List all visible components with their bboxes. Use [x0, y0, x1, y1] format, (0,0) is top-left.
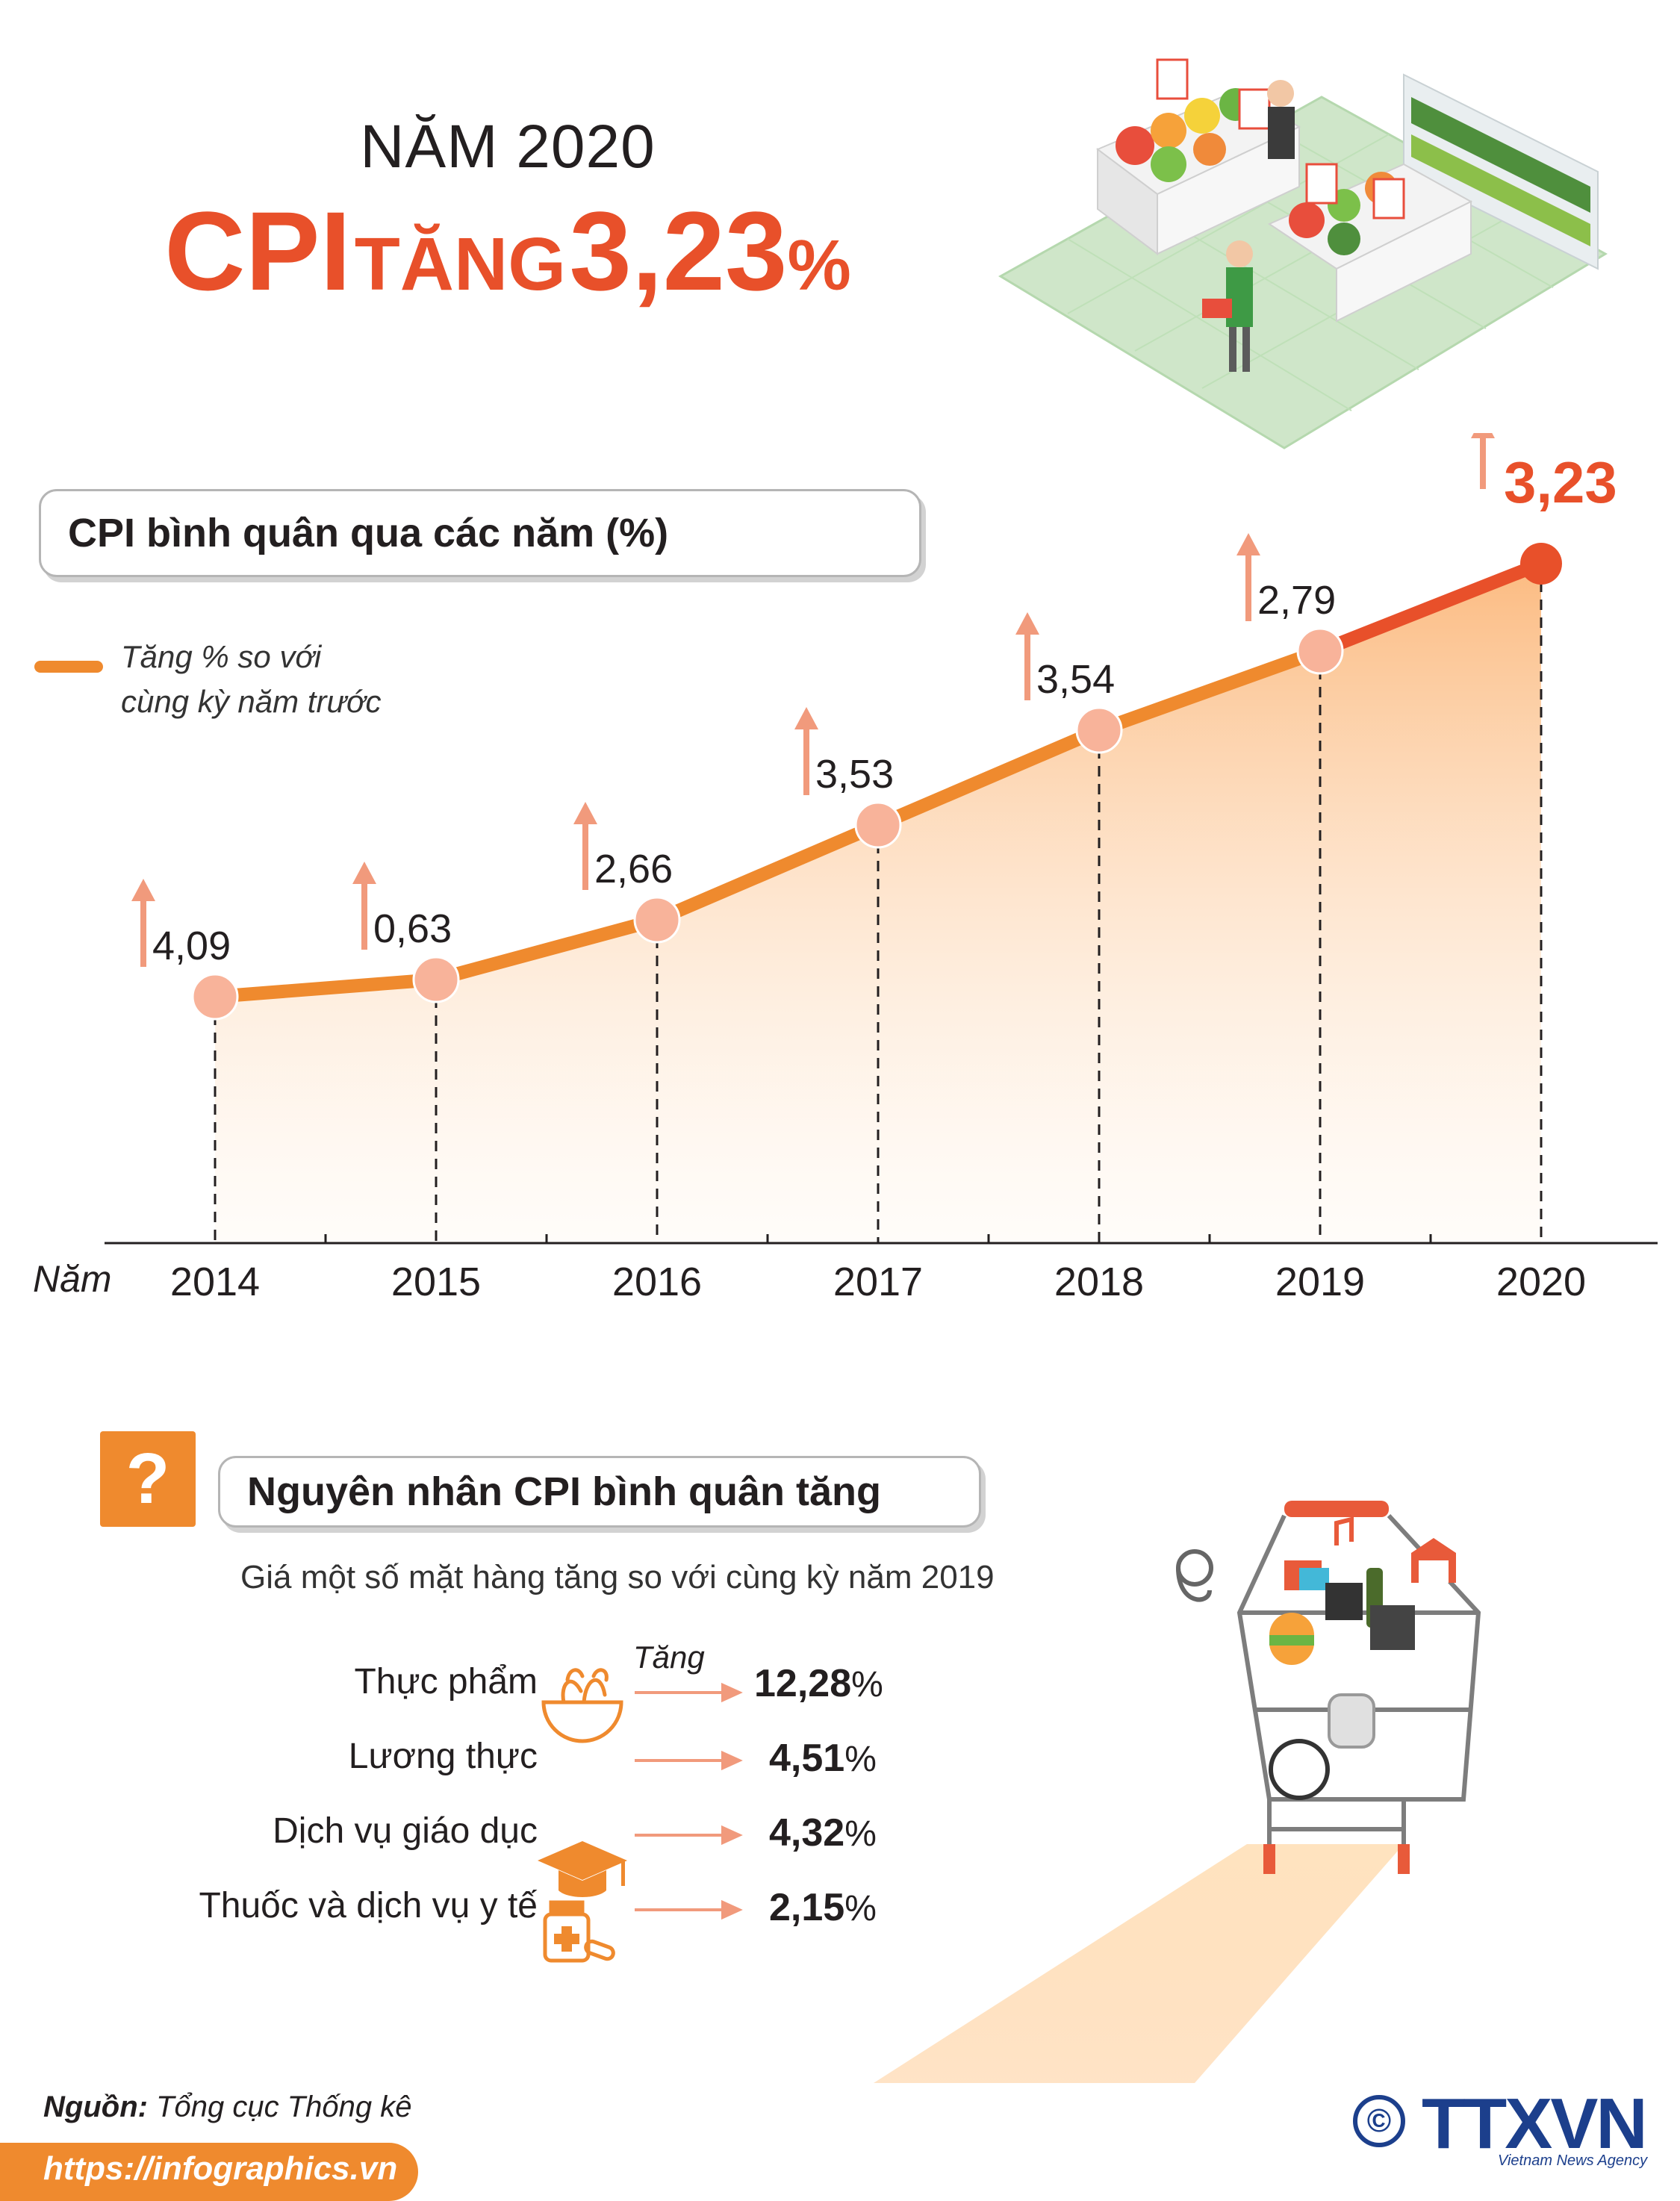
source-line: Nguồn: Tổng cục Thống kê — [43, 2091, 412, 2124]
question-icon: ? — [100, 1431, 196, 1527]
legend-line-swatch — [34, 661, 103, 673]
value-number: 4,32 — [769, 1811, 845, 1855]
item-value-y-te: 2,15% — [769, 1885, 877, 1930]
value-label-2016: 2,66 — [594, 847, 673, 891]
value-unit: % — [844, 1814, 877, 1854]
source-label: Nguồn: — [43, 2091, 148, 2123]
series-line-segment — [871, 723, 1106, 832]
item-label-thuc-pham: Thực phẩm — [354, 1662, 538, 1702]
value-number: 12,28 — [754, 1662, 852, 1705]
item-label-giao-duc: Dịch vụ giáo dục — [273, 1811, 538, 1851]
value-label-2015: 0,63 — [373, 906, 452, 951]
legend-text: Tăng % so với cùng kỳ năm trước — [121, 635, 381, 724]
value-label-2017: 3,53 — [815, 752, 894, 797]
title-cpi-word: CPI — [164, 188, 352, 314]
data-point-2020 — [1520, 543, 1562, 585]
supermarket-illustration — [998, 58, 1608, 449]
shopping-cart-illustration — [874, 1501, 1481, 2083]
title-pct: % — [787, 225, 851, 305]
data-point-2016 — [633, 896, 681, 944]
up-arrow-icon — [794, 707, 818, 729]
ttxvn-logo-subtitle: Vietnam News Agency — [1498, 2152, 1648, 2169]
value-unit: % — [844, 1889, 877, 1928]
data-point-2019 — [1296, 627, 1344, 675]
item-label-luong-thuc: Lương thực — [348, 1737, 538, 1776]
item-icons-and-arrows — [538, 1668, 743, 1963]
data-point-2017 — [854, 801, 902, 849]
x-tick-label-2019: 2019 — [1275, 1260, 1365, 1304]
url-bar — [0, 2143, 418, 2201]
arrows — [635, 1682, 743, 1920]
up-arrow-icon — [1471, 433, 1495, 438]
cpi-line-chart: 4,09 0,63 2,66 3,53 3,54 2,79 3,23 2014 2015 2016… — [33, 433, 1658, 1304]
value-number: 4,51 — [769, 1737, 845, 1780]
title-tang-word: TĂNG — [354, 222, 567, 306]
legend-text-line2: cùng kỳ năm trước — [121, 684, 382, 719]
value-label-2018: 3,54 — [1036, 657, 1115, 702]
ttxvn-logo: TTXVN — [1422, 2084, 1648, 2164]
item-label-y-te: Thuốc và dịch vụ y tế — [199, 1886, 538, 1926]
x-tick-label-2017: 2017 — [833, 1260, 923, 1304]
up-arrow-icon — [1236, 533, 1260, 555]
data-point-2014 — [191, 973, 239, 1021]
medicine-bottle-icon — [543, 1900, 615, 1963]
value-label-2019: 2,79 — [1257, 578, 1336, 623]
value-unit: % — [844, 1740, 877, 1779]
graduation-cap-icon — [538, 1841, 627, 1897]
title-value: 3,23 — [569, 188, 788, 314]
value-unit: % — [851, 1665, 883, 1705]
series-line-segment — [1092, 644, 1327, 737]
source-text: Tổng cục Thống kê — [156, 2091, 412, 2123]
x-tick-label-2020: 2020 — [1496, 1260, 1586, 1304]
item-value-giao-duc: 4,32% — [769, 1811, 877, 1855]
page-main-title: CPI TĂNG 3,23% — [149, 187, 866, 316]
chart-title-box: CPI bình quân qua các năm (%) — [39, 489, 921, 577]
page-year-title: NĂM 2020 — [360, 113, 656, 181]
item-value-thuc-pham: 12,28% — [754, 1661, 883, 1706]
x-tick-label-2016: 2016 — [612, 1260, 702, 1304]
reasons-title-box: Nguyên nhân CPI bình quân tăng — [218, 1456, 981, 1528]
item-value-luong-thuc: 4,51% — [769, 1736, 877, 1781]
reasons-subtitle: Giá một số mặt hàng tăng so với cùng kỳ … — [240, 1559, 995, 1596]
data-point-2018 — [1075, 706, 1123, 754]
salad-bowl-icon — [541, 1668, 623, 1743]
value-number: 2,15 — [769, 1886, 845, 1929]
x-tick-label-2014: 2014 — [170, 1260, 260, 1304]
value-label-2014: 4,09 — [152, 924, 231, 968]
data-point-2015 — [412, 956, 460, 1003]
series-line-segment — [429, 913, 664, 986]
up-arrow-icon — [573, 802, 597, 824]
up-arrow-icon — [352, 862, 376, 884]
x-tick-label-2018: 2018 — [1054, 1260, 1144, 1304]
up-arrow-icon — [131, 879, 155, 901]
series-line-segment — [650, 818, 885, 927]
increase-label: Tăng — [633, 1640, 705, 1675]
copyright-icon: © — [1353, 2095, 1405, 2147]
x-tick-label-2015: 2015 — [391, 1260, 481, 1304]
series-line-segment — [1313, 557, 1548, 658]
site-url-link[interactable]: https://infographics.vn — [43, 2150, 398, 2187]
up-arrow-icon — [1015, 612, 1039, 635]
series-line-segment — [208, 973, 443, 1003]
value-label-2020: 3,23 — [1504, 449, 1617, 515]
x-axis-label: Năm — [33, 1258, 112, 1300]
legend-text-line1: Tăng % so với — [121, 639, 322, 674]
